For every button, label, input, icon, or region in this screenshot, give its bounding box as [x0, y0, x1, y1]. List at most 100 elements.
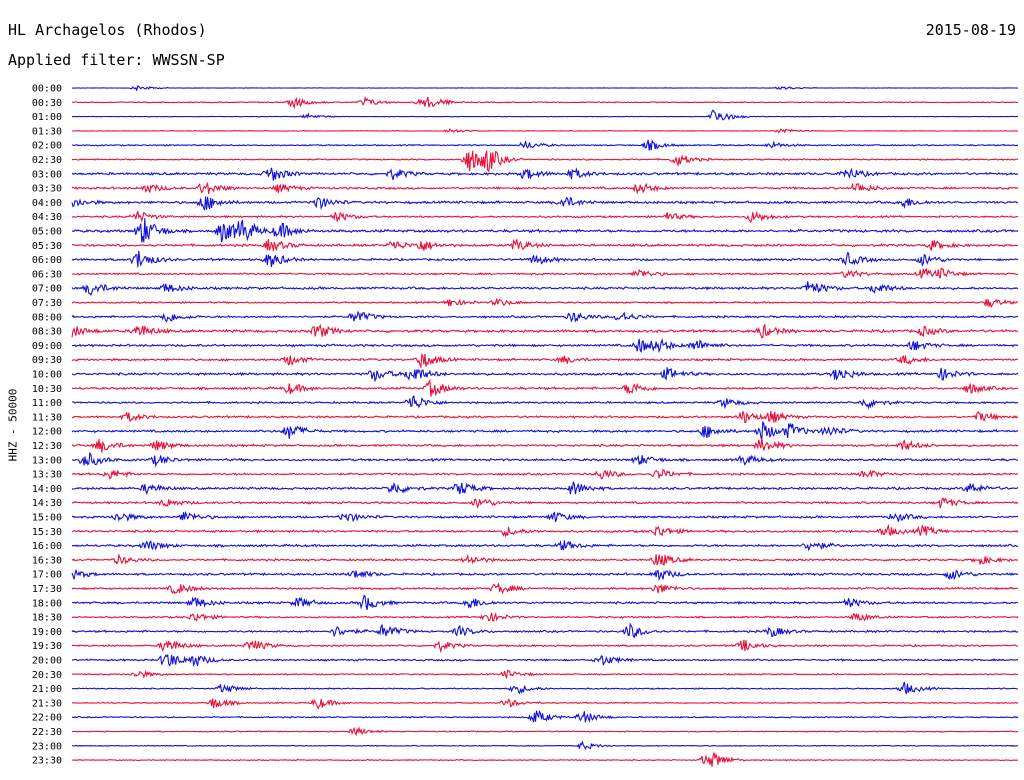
- trace-2130: [71, 698, 1019, 710]
- tick-label-1330: 13:30: [32, 470, 62, 481]
- trace-0230: [71, 150, 1019, 173]
- tick-label-0800: 08:00: [32, 312, 62, 323]
- tick-label-1700: 17:00: [32, 570, 62, 581]
- trace-0000: [71, 85, 1019, 92]
- trace-1130: [71, 410, 1019, 424]
- trace-1000: [71, 367, 1019, 383]
- tick-label-0900: 09:00: [32, 341, 62, 352]
- tick-label-0200: 02:00: [32, 141, 62, 152]
- trace-0630: [71, 267, 1019, 279]
- tick-label-0100: 01:00: [32, 112, 62, 123]
- trace-2100: [71, 681, 1018, 695]
- trace-1800: [71, 594, 1019, 611]
- trace-1630: [71, 553, 1019, 566]
- time-tick-labels: 00:00 00:30 01:00 01:30 02:00 02:30 03:00 03:30…: [32, 84, 62, 767]
- seismic-traces: [71, 85, 1019, 767]
- tick-label-0300: 03:00: [32, 169, 62, 180]
- trace-1200: [71, 421, 1019, 441]
- tick-label-1400: 14:00: [32, 484, 62, 495]
- tick-label-0000: 00:00: [32, 84, 62, 95]
- trace-1930: [71, 639, 1019, 654]
- trace-1500: [71, 510, 1019, 523]
- tick-label-1200: 12:00: [32, 427, 62, 438]
- tick-label-1900: 19:00: [32, 627, 62, 638]
- tick-label-1800: 18:00: [32, 598, 62, 609]
- tick-label-0330: 03:30: [32, 184, 62, 195]
- tick-label-2330: 23:30: [32, 756, 62, 767]
- trace-2230: [71, 726, 1019, 737]
- trace-0430: [71, 210, 1019, 224]
- trace-0730: [71, 298, 1019, 309]
- tick-label-1500: 15:00: [32, 513, 62, 524]
- tick-label-1430: 14:30: [32, 498, 62, 509]
- tick-label-2200: 22:00: [32, 713, 62, 724]
- trace-0530: [71, 238, 1019, 252]
- tick-label-0400: 04:00: [32, 198, 62, 209]
- trace-1830: [71, 612, 1019, 622]
- trace-2330: [71, 752, 1019, 767]
- tick-label-1630: 16:30: [32, 555, 62, 566]
- trace-1430: [71, 497, 1019, 510]
- tick-label-0630: 06:30: [32, 269, 62, 280]
- trace-0500: [71, 218, 1019, 243]
- tick-label-0130: 01:30: [32, 126, 62, 137]
- filter-label: Applied filter: WWSSN-SP: [8, 51, 225, 69]
- date-label: 2015-08-19: [925, 21, 1016, 39]
- trace-1700: [71, 569, 1019, 582]
- trace-1300: [71, 451, 1019, 468]
- trace-1900: [71, 622, 1019, 639]
- tick-label-0230: 02:30: [32, 155, 62, 166]
- trace-0930: [71, 352, 1019, 369]
- tick-label-1530: 15:30: [32, 527, 62, 538]
- trace-0600: [71, 250, 1019, 268]
- trace-0300: [71, 167, 1019, 181]
- tick-label-1600: 16:00: [32, 541, 62, 552]
- tick-label-1300: 13:00: [32, 455, 62, 466]
- trace-2200: [71, 709, 1019, 723]
- tick-label-0930: 09:30: [32, 355, 62, 366]
- trace-2030: [71, 669, 1019, 680]
- tick-label-0830: 08:30: [32, 327, 62, 338]
- tick-label-0500: 05:00: [32, 227, 62, 238]
- tick-label-2100: 21:00: [32, 684, 62, 695]
- tick-label-0030: 00:30: [32, 98, 62, 109]
- trace-1730: [71, 583, 1019, 595]
- tick-label-1100: 11:00: [32, 398, 62, 409]
- station-title: HL Archagelos (Rhodos): [8, 21, 207, 39]
- trace-0330: [71, 182, 1019, 195]
- trace-0030: [71, 95, 1018, 110]
- tick-label-0600: 06:00: [32, 255, 62, 266]
- trace-1100: [71, 395, 1019, 410]
- tick-label-1230: 12:30: [32, 441, 62, 452]
- trace-0200: [72, 139, 1019, 151]
- trace-1400: [71, 481, 1019, 496]
- trace-0700: [71, 281, 1019, 296]
- trace-0900: [71, 337, 1019, 354]
- trace-1600: [71, 540, 1019, 552]
- trace-0400: [71, 196, 1019, 211]
- trace-2300: [71, 740, 1019, 751]
- tick-label-0700: 07:00: [32, 284, 62, 295]
- tick-label-1830: 18:30: [32, 613, 62, 624]
- trace-1230: [72, 437, 1019, 453]
- tick-label-1130: 11:30: [32, 412, 62, 423]
- trace-0830: [71, 323, 1019, 339]
- trace-1030: [71, 378, 1019, 397]
- tick-label-0530: 05:30: [32, 241, 62, 252]
- tick-label-2030: 20:30: [32, 670, 62, 681]
- tick-label-1930: 19:30: [32, 641, 62, 652]
- trace-1530: [71, 523, 1019, 538]
- trace-0100: [72, 109, 1019, 121]
- tick-label-0730: 07:30: [32, 298, 62, 309]
- trace-0800: [71, 310, 1019, 323]
- tick-label-1030: 10:30: [32, 384, 62, 395]
- trace-1330: [71, 468, 1019, 480]
- tick-label-1730: 17:30: [32, 584, 62, 595]
- trace-2000: [71, 653, 1019, 668]
- trace-0130: [71, 128, 1019, 134]
- tick-label-2230: 22:30: [32, 727, 62, 738]
- tick-label-2300: 23:00: [32, 741, 62, 752]
- tick-label-2000: 20:00: [32, 656, 62, 667]
- tick-label-0430: 04:30: [32, 212, 62, 223]
